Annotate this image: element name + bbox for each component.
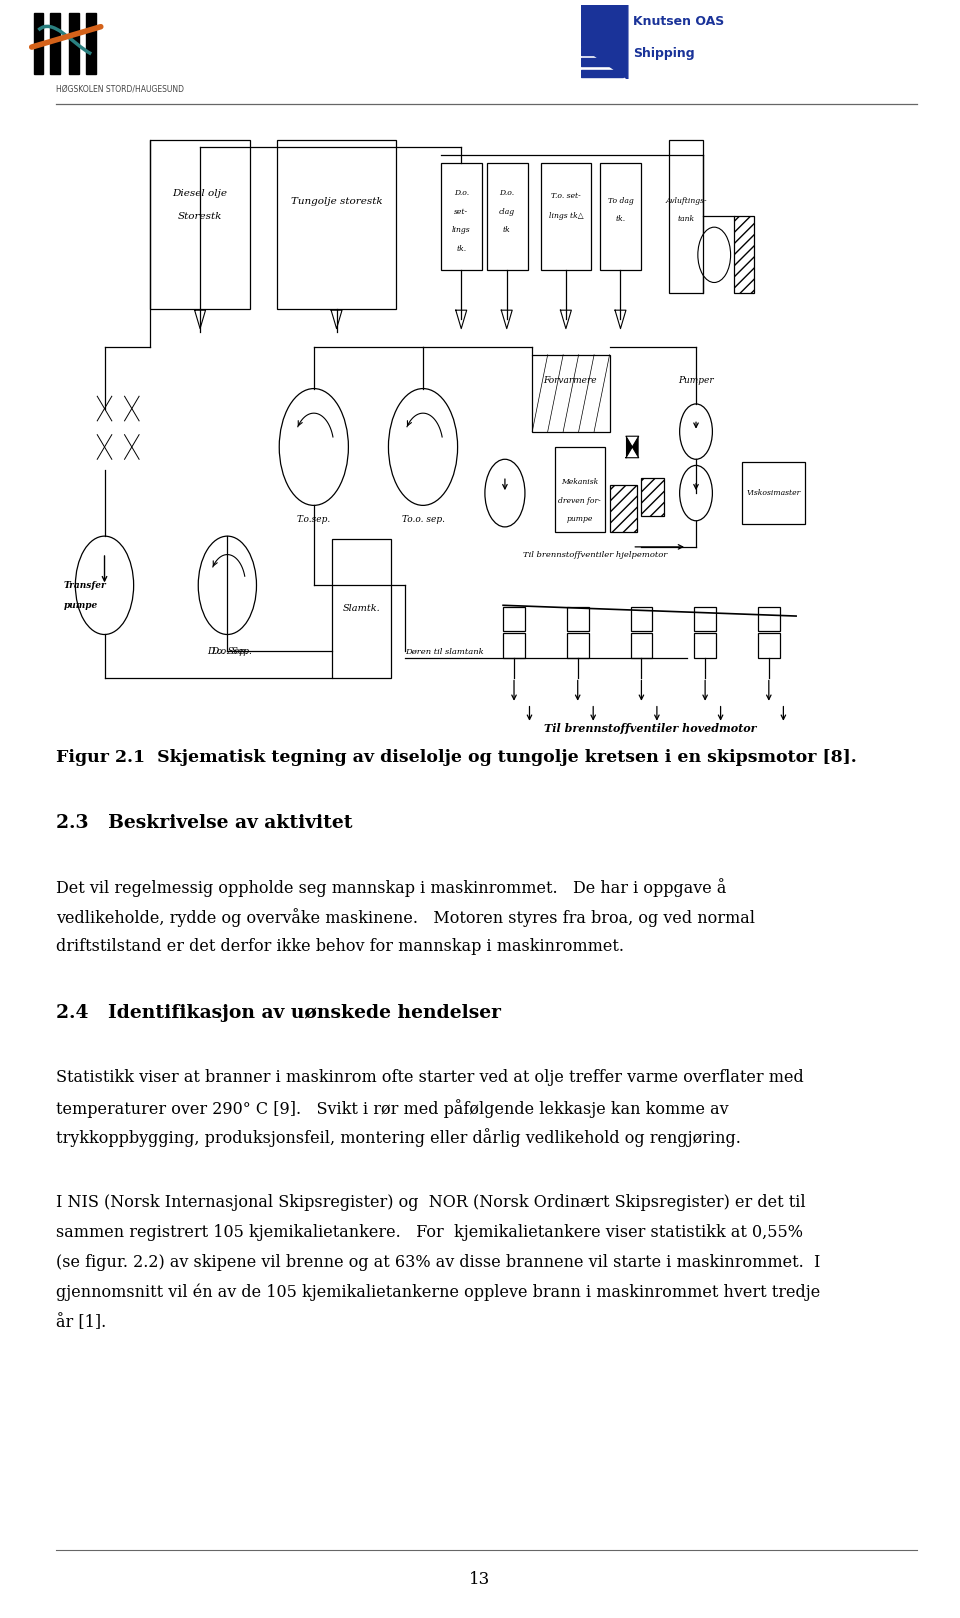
Polygon shape	[581, 5, 628, 79]
Text: Shipping: Shipping	[633, 47, 694, 60]
Bar	[610, 485, 636, 531]
Text: Døren til slamtank: Døren til slamtank	[405, 647, 484, 655]
Circle shape	[279, 388, 348, 505]
Text: Transfer: Transfer	[63, 581, 107, 591]
Bar	[600, 163, 641, 270]
Polygon shape	[626, 437, 633, 458]
Bar	[541, 163, 591, 270]
Bar	[442, 163, 482, 270]
Bar	[757, 633, 780, 657]
Text: (se figur. 2.2) av skipene vil brenne og at 63% av disse brannene vil starte i m: (se figur. 2.2) av skipene vil brenne og…	[56, 1254, 820, 1272]
Bar	[757, 607, 780, 631]
Bar	[503, 607, 525, 631]
Text: 2.4   Identifikasjon av uønskede hendelser: 2.4 Identifikasjon av uønskede hendelser	[56, 1003, 501, 1023]
Text: Det vil regelmessig oppholde seg mannskap i maskinrommet.   De har i oppgave å: Det vil regelmessig oppholde seg mannska…	[56, 879, 726, 898]
Text: HØGSKOLEN STORD/HAUGESUND: HØGSKOLEN STORD/HAUGESUND	[56, 84, 183, 94]
Text: lings: lings	[452, 227, 470, 235]
Text: Tungolje storestk: Tungolje storestk	[291, 196, 382, 205]
Text: Avluftings-: Avluftings-	[665, 197, 707, 205]
Text: clag: clag	[498, 207, 515, 215]
Bar	[86, 13, 96, 74]
Bar	[566, 633, 588, 657]
Bar	[69, 13, 79, 74]
Bar	[150, 139, 251, 309]
Text: tk.: tk.	[615, 215, 626, 223]
Bar	[581, 58, 623, 66]
Bar	[734, 217, 755, 293]
Circle shape	[76, 536, 133, 634]
Text: Mekanisk: Mekanisk	[561, 479, 598, 487]
Bar	[566, 607, 588, 631]
Bar	[532, 354, 610, 432]
Polygon shape	[633, 437, 638, 458]
Text: pumpe: pumpe	[63, 600, 98, 610]
Text: Til brennstoffventiler hjelpemotor: Til brennstoffventiler hjelpemotor	[523, 550, 667, 558]
Text: tk.: tk.	[456, 244, 467, 252]
Bar	[503, 633, 525, 657]
Text: D.o. Sep.: D.o. Sep.	[211, 647, 252, 655]
Bar	[631, 607, 653, 631]
Circle shape	[680, 404, 712, 460]
Text: sammen registrert 105 kjemikalietankere.   For  kjemikalietankere viser statisti: sammen registrert 105 kjemikalietankere.…	[56, 1225, 803, 1241]
Bar	[641, 477, 664, 516]
Text: gjennomsnitt vil én av de 105 kjemikalietankerne oppleve brann i maskinrommet hv: gjennomsnitt vil én av de 105 kjemikalie…	[56, 1285, 820, 1301]
Text: Figur 2.1  Skjematisk tegning av diselolje og tungolje kretsen i en skipsmotor [: Figur 2.1 Skjematisk tegning av diselolj…	[56, 749, 856, 767]
Bar	[669, 139, 704, 293]
Text: I NIS (Norsk Internasjonal Skipsregister) og  NOR (Norsk Ordinært Skipsregister): I NIS (Norsk Internasjonal Skipsregister…	[56, 1194, 805, 1212]
Text: vedlikeholde, rydde og overvåke maskinene.   Motoren styres fra broa, og ved nor: vedlikeholde, rydde og overvåke maskinen…	[56, 909, 755, 927]
Bar	[694, 633, 716, 657]
Bar	[694, 607, 716, 631]
Circle shape	[485, 460, 525, 527]
Circle shape	[680, 466, 712, 521]
Text: år [1].: år [1].	[56, 1314, 106, 1332]
Text: pumpe: pumpe	[566, 515, 592, 523]
Bar	[487, 163, 528, 270]
Bar	[277, 139, 396, 309]
Text: To dag: To dag	[608, 197, 634, 205]
Text: Forvarmere: Forvarmere	[543, 377, 597, 385]
Text: driftstilstand er det derfor ikke behov for mannskap i maskinrommet.: driftstilstand er det derfor ikke behov …	[56, 938, 624, 956]
Text: 13: 13	[469, 1571, 491, 1587]
Text: dreven for-: dreven for-	[558, 497, 601, 505]
Text: 2.3   Beskrivelse av aktivitet: 2.3 Beskrivelse av aktivitet	[56, 814, 352, 832]
Text: tk: tk	[503, 227, 511, 235]
Text: Diesel olje: Diesel olje	[173, 189, 228, 197]
Text: D.o. Sep.: D.o. Sep.	[207, 647, 248, 655]
Text: Statistikk viser at branner i maskinrom ofte starter ved at olje treffer varme o: Statistikk viser at branner i maskinrom …	[56, 1069, 804, 1086]
Text: To.o. sep.: To.o. sep.	[401, 515, 444, 524]
Circle shape	[389, 388, 458, 505]
Text: Viskosimaster: Viskosimaster	[746, 489, 801, 497]
Text: tank: tank	[678, 215, 695, 223]
Circle shape	[199, 536, 256, 634]
Text: T.o. set-: T.o. set-	[551, 193, 581, 201]
Bar	[581, 47, 623, 55]
Bar	[50, 13, 60, 74]
Text: trykkoppbygging, produksjonsfeil, montering eller dårlig vedlikehold og rengjøri: trykkoppbygging, produksjonsfeil, monter…	[56, 1129, 740, 1147]
Text: T.o.sep.: T.o.sep.	[297, 515, 331, 524]
Bar	[332, 539, 391, 678]
Text: set-: set-	[454, 207, 468, 215]
Text: Pumper: Pumper	[678, 377, 714, 385]
Text: D.o.: D.o.	[454, 189, 468, 197]
Circle shape	[698, 227, 731, 283]
Bar	[631, 633, 653, 657]
Text: Til brennstoffventiler hovedmotor: Til brennstoffventiler hovedmotor	[544, 723, 756, 733]
Bar	[581, 70, 623, 78]
Text: D.o.: D.o.	[499, 189, 515, 197]
Text: Slamtk.: Slamtk.	[343, 604, 380, 613]
Bar	[555, 447, 605, 531]
Text: Storestk: Storestk	[178, 212, 223, 222]
Text: lings tk△: lings tk△	[548, 212, 584, 220]
Text: Knutsen OAS: Knutsen OAS	[633, 15, 724, 28]
Bar	[741, 463, 805, 524]
Bar	[34, 13, 43, 74]
Text: temperaturer over 290° C [9].   Svikt i rør med påfølgende lekkasje kan komme av: temperaturer over 290° C [9]. Svikt i rø…	[56, 1099, 729, 1118]
